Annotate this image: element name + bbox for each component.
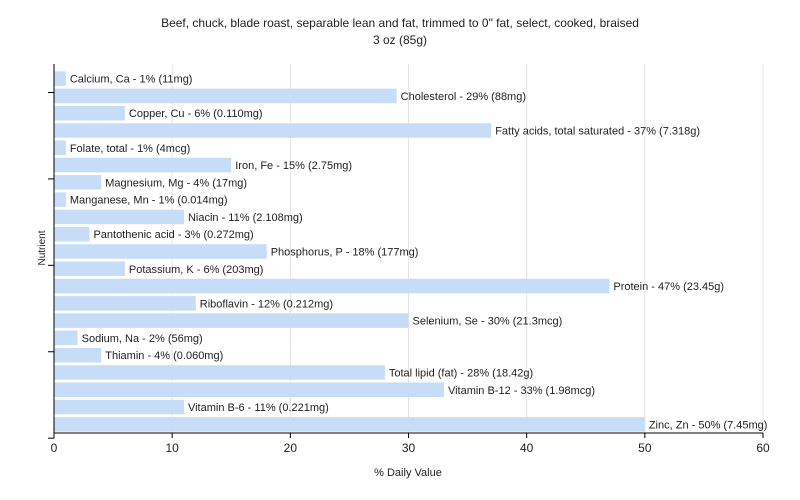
bar-label: Pantothenic acid - 3% (0.272mg)	[93, 229, 253, 241]
bar	[54, 261, 125, 277]
bar-label: Sodium, Na - 2% (56mg)	[82, 333, 203, 345]
bar-label: Riboflavin - 12% (0.212mg)	[200, 298, 333, 310]
x-tick-label: 40	[520, 441, 534, 455]
bar	[54, 226, 90, 242]
x-tick-label: 30	[402, 441, 416, 455]
bar-label: Total lipid (fat) - 28% (18.42g)	[389, 368, 533, 380]
bar	[54, 71, 66, 86]
bar	[54, 175, 102, 190]
bar-label: Manganese, Mn - 1% (0.014mg)	[70, 195, 228, 207]
bar	[54, 209, 184, 225]
bar	[54, 296, 196, 311]
bar-label: Vitamin B-6 - 11% (0.221mg)	[188, 402, 329, 414]
bar	[54, 140, 66, 156]
chart-title: Beef, chuck, blade roast, separable lean…	[161, 16, 639, 30]
bar	[54, 123, 492, 138]
bar-label: Vitamin B-12 - 33% (1.98mcg)	[448, 385, 595, 397]
bar	[54, 88, 397, 104]
bar	[54, 382, 444, 398]
bar	[54, 399, 184, 415]
x-tick-label: 10	[165, 441, 179, 455]
bar-label: Copper, Cu - 6% (0.110mg)	[129, 108, 263, 120]
bar-label: Calcium, Ca - 1% (11mg)	[70, 74, 193, 86]
bar	[54, 347, 102, 363]
bar-label: Zinc, Zn - 50% (7.45mg)	[649, 419, 768, 431]
bar-label: Potassium, K - 6% (203mg)	[129, 264, 264, 276]
y-axis-label: Nutrient	[37, 230, 48, 265]
bar	[54, 192, 66, 207]
bar	[54, 365, 385, 380]
bar-label: Protein - 47% (23.45g)	[613, 281, 724, 293]
bar	[54, 244, 267, 259]
bar-label: Iron, Fe - 15% (2.75mg)	[235, 160, 352, 172]
bar-label: Niacin - 11% (2.108mg)	[188, 212, 303, 224]
bar-label: Phosphorus, P - 18% (177mg)	[271, 247, 419, 259]
x-axis-label: % Daily Value	[374, 467, 442, 479]
bar-label: Selenium, Se - 30% (21.3mcg)	[413, 316, 563, 328]
bar-label: Thiamin - 4% (0.060mg)	[105, 350, 223, 362]
bar	[54, 157, 232, 173]
x-tick-label: 60	[756, 441, 770, 455]
bar-label: Folate, total - 1% (4mcg)	[70, 143, 190, 155]
bar	[54, 417, 645, 432]
x-tick-label: 20	[284, 441, 298, 455]
bar	[54, 313, 409, 328]
x-tick-label: 50	[638, 441, 652, 455]
x-tick-label: 0	[51, 441, 58, 455]
bar-label: Fatty acids, total saturated - 37% (7.31…	[495, 126, 700, 138]
bar-label: Magnesium, Mg - 4% (17mg)	[105, 177, 247, 189]
bar	[54, 105, 125, 121]
bar	[54, 330, 78, 346]
bar-label: Cholesterol - 29% (88mg)	[401, 91, 526, 103]
chart-subtitle: 3 oz (85g)	[372, 33, 428, 47]
bar	[54, 278, 610, 294]
